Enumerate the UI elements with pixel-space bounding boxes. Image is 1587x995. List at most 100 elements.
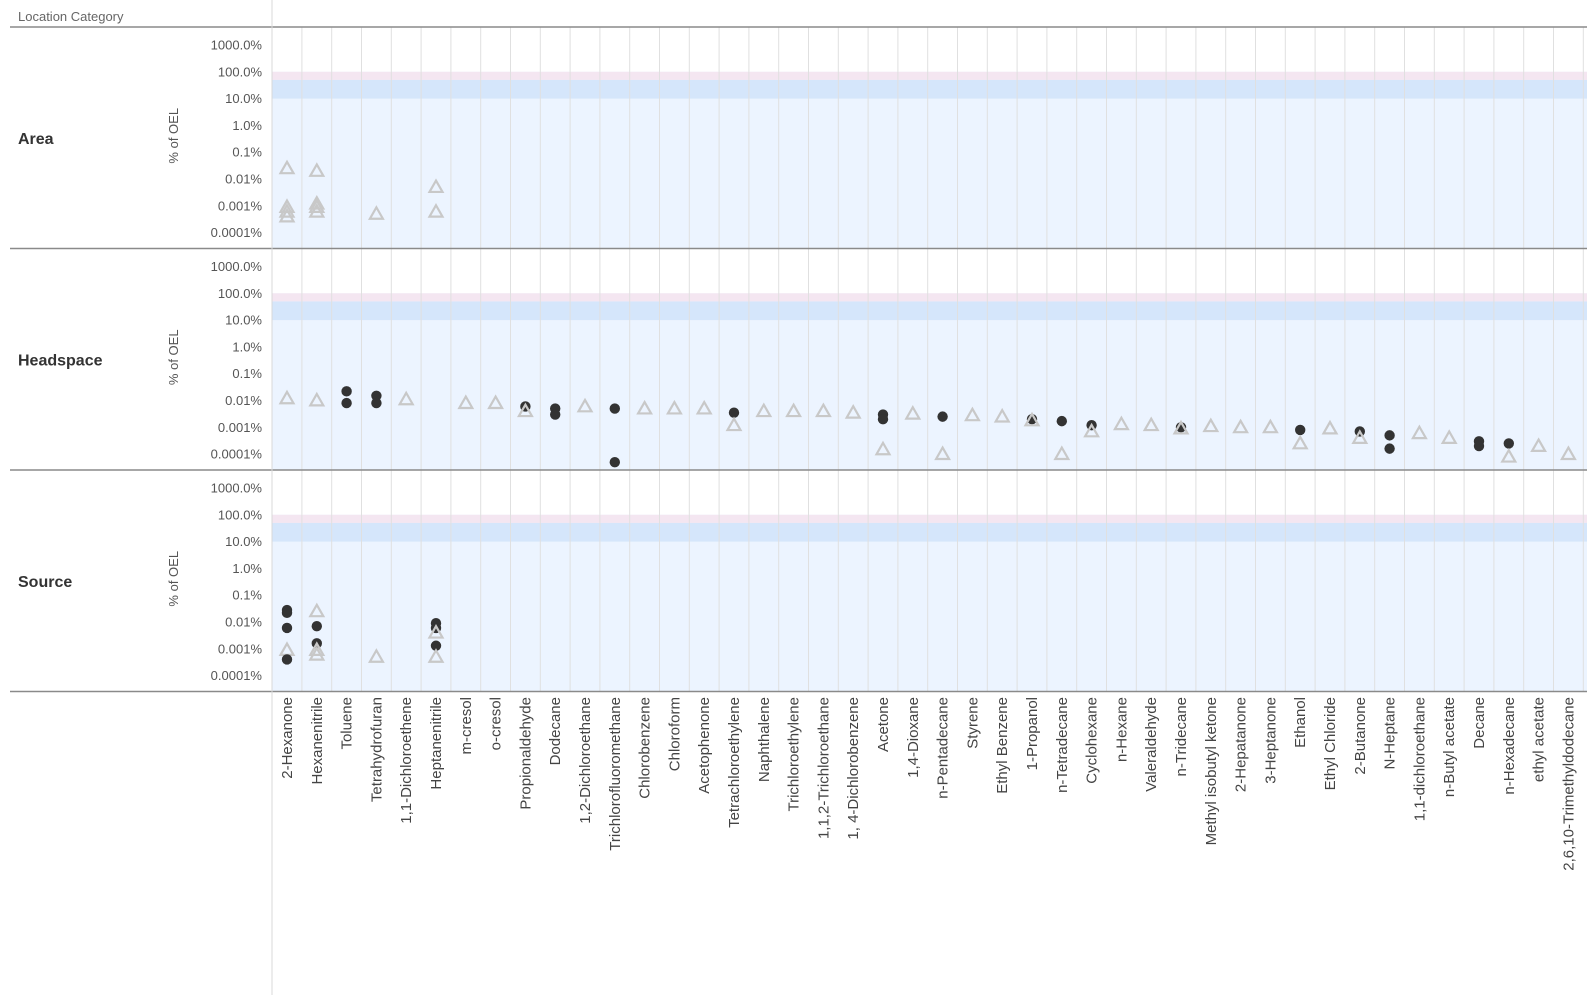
data-point-circle[interactable] [341, 386, 352, 397]
data-point-triangle[interactable] [308, 162, 326, 177]
data-point-circle[interactable] [1503, 438, 1515, 449]
data-point-triangle[interactable] [308, 602, 326, 618]
category-label[interactable]: Dodecane [547, 697, 564, 765]
category-label[interactable]: Styrene [964, 697, 981, 749]
category-label[interactable]: Toluene [339, 697, 356, 750]
data-point-triangle[interactable] [1560, 445, 1577, 461]
data-point-triangle[interactable] [308, 203, 326, 218]
data-point-circle[interactable] [371, 390, 382, 401]
data-point-circle[interactable] [609, 403, 620, 414]
data-point-circle[interactable] [728, 407, 740, 418]
data-point-triangle[interactable] [427, 648, 445, 663]
data-point-circle[interactable] [311, 620, 322, 632]
location-category-header[interactable]: Location Category [18, 9, 124, 24]
data-point-triangle[interactable] [725, 416, 743, 432]
data-point-triangle[interactable] [368, 205, 385, 220]
category-label[interactable]: Hexanenitrile [309, 697, 326, 785]
category-label[interactable]: n-Hexadecane [1501, 697, 1518, 795]
category-label[interactable]: 1,1-dichloroethane [1411, 697, 1428, 821]
category-label[interactable]: n-Tetradecane [1054, 697, 1071, 793]
data-point-triangle[interactable] [1172, 419, 1190, 435]
data-point-circle[interactable] [281, 622, 293, 634]
category-label[interactable]: 1-Propanol [1024, 697, 1041, 770]
data-point-circle[interactable] [281, 607, 293, 619]
data-point-triangle[interactable] [1083, 422, 1100, 438]
category-label[interactable]: Heptanenitrile [428, 697, 445, 790]
category-label[interactable]: 2-Hepatanone [1233, 697, 1250, 792]
category-label[interactable]: Trichlorofluoromethane [607, 697, 624, 851]
data-point-triangle[interactable] [278, 207, 296, 223]
category-label[interactable]: m-cresol [458, 697, 475, 755]
category-label[interactable]: Cyclohexane [1084, 697, 1101, 784]
data-point-triangle[interactable] [964, 406, 981, 422]
category-label[interactable]: Naphthalene [756, 697, 773, 782]
data-point-triangle[interactable] [1440, 429, 1458, 444]
data-point-triangle[interactable] [308, 641, 326, 657]
category-label[interactable]: n-Butyl acetate [1441, 697, 1458, 797]
data-point-triangle[interactable] [1291, 434, 1309, 450]
data-point-circle[interactable] [937, 411, 948, 422]
data-point-triangle[interactable] [1262, 418, 1279, 434]
data-point-triangle[interactable] [1202, 417, 1220, 433]
data-point-circle[interactable] [1384, 430, 1395, 441]
data-point-triangle[interactable] [427, 203, 445, 218]
category-label[interactable]: ethyl acetate [1531, 697, 1548, 782]
data-point-triangle[interactable] [874, 440, 892, 456]
data-point-triangle[interactable] [278, 203, 296, 218]
data-point-triangle[interactable] [576, 397, 594, 413]
category-label[interactable]: Chlorobenzene [637, 697, 654, 799]
category-label[interactable]: Ethyl Chloride [1322, 697, 1339, 790]
data-point-triangle[interactable] [785, 402, 802, 418]
data-point-circle[interactable] [371, 397, 382, 409]
data-point-circle[interactable] [1056, 415, 1068, 427]
data-point-triangle[interactable] [1411, 424, 1428, 440]
category-label[interactable]: Decane [1471, 697, 1488, 749]
data-point-triangle[interactable] [755, 402, 773, 418]
category-label[interactable]: Methyl isobutyl ketone [1203, 697, 1220, 845]
data-point-triangle[interactable] [1142, 416, 1160, 432]
data-point-triangle[interactable] [308, 198, 326, 214]
category-label[interactable]: 1, 4-Dichlorobenzene [845, 697, 862, 840]
category-label[interactable]: Acetone [875, 697, 892, 752]
data-point-circle[interactable] [609, 456, 620, 468]
category-label[interactable]: 1,2-Dichloroethane [577, 697, 594, 824]
data-point-triangle[interactable] [1351, 429, 1369, 444]
category-label[interactable]: o-cresol [488, 697, 505, 750]
data-point-circle[interactable] [430, 640, 442, 651]
category-label[interactable]: 1,1-Dichloroethene [398, 697, 415, 824]
category-label[interactable]: Tetrachloroethylene [726, 697, 743, 828]
data-point-triangle[interactable] [993, 407, 1011, 423]
data-point-triangle[interactable] [1530, 437, 1547, 453]
data-point-triangle[interactable] [427, 178, 445, 194]
data-point-circle[interactable] [341, 397, 352, 409]
data-point-triangle[interactable] [1053, 445, 1071, 461]
data-point-triangle[interactable] [934, 445, 951, 461]
data-point-triangle[interactable] [308, 194, 326, 210]
category-label[interactable]: Ethyl Benzene [994, 697, 1011, 794]
data-point-triangle[interactable] [1321, 419, 1339, 435]
category-label[interactable]: 1,4-Dioxane [905, 697, 922, 778]
category-label[interactable]: Chloroform [666, 697, 683, 771]
data-point-triangle[interactable] [904, 405, 922, 420]
data-point-triangle[interactable] [308, 391, 326, 407]
data-point-triangle[interactable] [1113, 415, 1130, 431]
category-label[interactable]: Trichloroethylene [786, 697, 803, 812]
data-point-circle[interactable] [1473, 440, 1485, 452]
data-point-triangle[interactable] [666, 399, 683, 415]
data-point-triangle[interactable] [517, 402, 534, 418]
data-point-triangle[interactable] [368, 648, 385, 663]
category-label[interactable]: 1,1,2-Trichloroethane [815, 697, 832, 839]
data-point-triangle[interactable] [815, 402, 832, 418]
data-point-triangle[interactable] [844, 404, 862, 419]
data-point-circle[interactable] [1384, 443, 1395, 454]
data-point-triangle[interactable] [278, 389, 296, 405]
category-label[interactable]: N-Heptane [1382, 697, 1399, 770]
category-label[interactable]: Tetrahydrofuran [368, 697, 385, 802]
data-point-triangle[interactable] [427, 623, 445, 639]
data-point-triangle[interactable] [487, 394, 504, 410]
data-point-triangle[interactable] [278, 159, 296, 175]
data-point-triangle[interactable] [1500, 447, 1518, 463]
data-point-triangle[interactable] [1023, 411, 1041, 427]
data-point-triangle[interactable] [695, 399, 713, 415]
category-label[interactable]: 3-Heptanone [1262, 697, 1279, 784]
